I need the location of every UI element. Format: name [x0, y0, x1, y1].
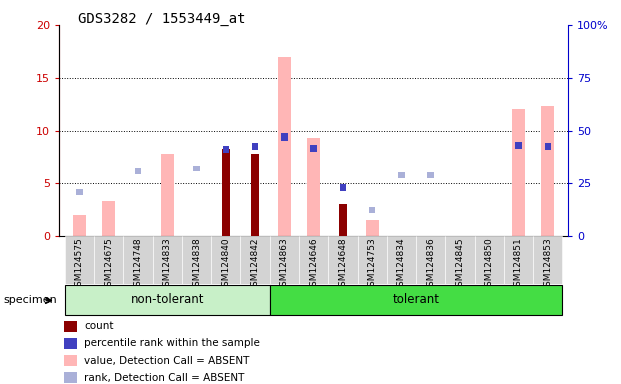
Bar: [398, 172, 405, 178]
Bar: [161, 154, 174, 236]
Bar: [299, 236, 329, 284]
Text: non-tolerant: non-tolerant: [130, 293, 204, 306]
Text: GSM124845: GSM124845: [455, 238, 465, 292]
Bar: [281, 133, 288, 141]
Text: GSM124850: GSM124850: [485, 238, 494, 292]
Bar: [270, 236, 299, 284]
Bar: [387, 236, 416, 284]
Bar: [222, 149, 230, 236]
Bar: [240, 236, 270, 284]
Text: tolerant: tolerant: [392, 293, 440, 306]
Text: value, Detection Call = ABSENT: value, Detection Call = ABSENT: [84, 356, 250, 366]
Text: GSM124833: GSM124833: [163, 238, 172, 292]
Bar: [515, 142, 522, 149]
Bar: [64, 321, 77, 332]
Bar: [369, 207, 375, 213]
Text: GDS3282 / 1553449_at: GDS3282 / 1553449_at: [78, 12, 245, 25]
Bar: [252, 143, 258, 150]
Bar: [545, 143, 551, 150]
Text: GSM124851: GSM124851: [514, 238, 523, 292]
Text: GSM124646: GSM124646: [309, 238, 318, 292]
Text: GSM124675: GSM124675: [104, 238, 113, 292]
Bar: [474, 236, 504, 284]
Text: GSM124853: GSM124853: [543, 238, 552, 292]
Bar: [366, 220, 379, 236]
Bar: [416, 236, 445, 284]
Bar: [310, 145, 317, 152]
Bar: [340, 184, 346, 191]
Bar: [124, 236, 153, 284]
Text: GSM124836: GSM124836: [426, 238, 435, 292]
Bar: [135, 168, 141, 174]
Bar: [358, 236, 387, 284]
Bar: [102, 201, 116, 236]
Text: GSM124648: GSM124648: [338, 238, 347, 292]
Bar: [94, 236, 124, 284]
Bar: [222, 146, 229, 153]
Bar: [73, 215, 86, 236]
Bar: [182, 236, 211, 284]
Text: GSM124753: GSM124753: [368, 238, 376, 292]
Bar: [64, 338, 77, 349]
Text: rank, Detection Call = ABSENT: rank, Detection Call = ABSENT: [84, 372, 245, 383]
Bar: [76, 189, 83, 195]
Bar: [278, 56, 291, 236]
Bar: [339, 204, 347, 236]
Text: percentile rank within the sample: percentile rank within the sample: [84, 338, 260, 348]
Bar: [64, 372, 77, 383]
Bar: [211, 236, 240, 284]
Bar: [545, 144, 551, 149]
Text: GSM124840: GSM124840: [221, 238, 230, 292]
Bar: [541, 106, 555, 236]
Bar: [153, 236, 182, 284]
Bar: [504, 236, 533, 284]
Text: specimen: specimen: [3, 295, 57, 306]
Bar: [64, 355, 77, 366]
Bar: [329, 236, 358, 284]
Bar: [251, 154, 259, 236]
Bar: [65, 285, 270, 316]
Bar: [533, 236, 563, 284]
Text: count: count: [84, 321, 114, 331]
Text: GSM124863: GSM124863: [280, 238, 289, 292]
Bar: [427, 172, 434, 178]
Bar: [512, 109, 525, 236]
Bar: [193, 166, 200, 172]
Bar: [445, 236, 474, 284]
Text: GSM124838: GSM124838: [192, 238, 201, 292]
Text: GSM124575: GSM124575: [75, 238, 84, 292]
Bar: [307, 138, 320, 236]
Text: GSM124748: GSM124748: [134, 238, 142, 292]
Text: GSM124834: GSM124834: [397, 238, 406, 292]
Bar: [65, 236, 94, 284]
Text: GSM124842: GSM124842: [251, 238, 260, 292]
Bar: [270, 285, 563, 316]
